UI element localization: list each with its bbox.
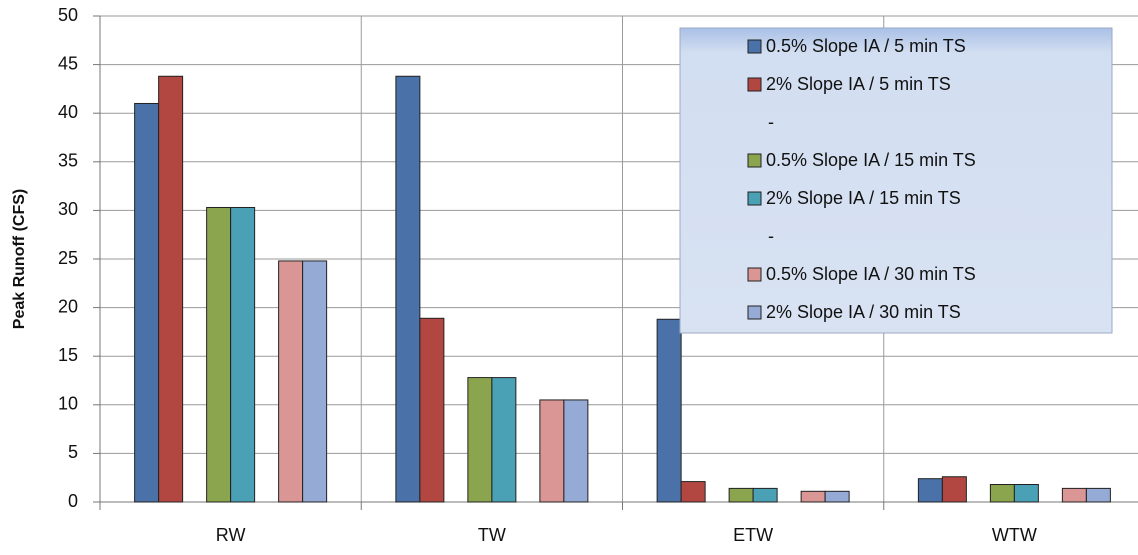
bar: [491, 377, 517, 503]
legend-swatch: [747, 39, 762, 54]
y-tick-label: 45: [58, 53, 78, 73]
bar: [1013, 484, 1039, 503]
legend-label: 2% Slope IA / 30 min TS: [766, 302, 961, 322]
bar: [395, 75, 421, 503]
y-axis-label: Peak Runoff (CFS): [11, 189, 28, 329]
y-tick-label: 20: [58, 296, 78, 316]
y-tick-label: 50: [58, 5, 78, 25]
bar: [656, 318, 682, 503]
bar: [278, 260, 304, 503]
bar: [989, 484, 1015, 503]
bar: [941, 476, 967, 503]
x-tick-label: WTW: [992, 525, 1037, 545]
bar: [824, 490, 850, 503]
bar: [206, 206, 232, 503]
bar: [467, 377, 493, 503]
x-tick-label: TW: [478, 525, 506, 545]
y-tick-label: 40: [58, 102, 78, 122]
legend-label: 2% Slope IA / 15 min TS: [766, 188, 961, 208]
x-tick-label: RW: [216, 525, 246, 545]
y-tick-label: 5: [68, 442, 78, 462]
legend-label: -: [768, 226, 774, 246]
bar: [800, 490, 826, 503]
legend-swatch: [747, 77, 762, 92]
bar: [230, 206, 256, 503]
bar: [680, 481, 706, 503]
legend-swatch: [747, 267, 762, 282]
legend-label: 0.5% Slope IA / 30 min TS: [766, 264, 976, 284]
bar: [158, 75, 184, 503]
bar: [1061, 487, 1087, 503]
bar: [302, 260, 328, 503]
bar: [1085, 487, 1111, 503]
y-tick-label: 25: [58, 248, 78, 268]
bar: [563, 399, 589, 503]
legend-label: -: [768, 112, 774, 132]
bar: [752, 487, 778, 503]
legend-swatch: [747, 305, 762, 320]
y-tick-label: 30: [58, 199, 78, 219]
bar: [419, 317, 445, 503]
legend-swatch: [747, 191, 762, 206]
legend-label: 0.5% Slope IA / 5 min TS: [766, 36, 966, 56]
bar: [134, 102, 160, 503]
legend-label: 0.5% Slope IA / 15 min TS: [766, 150, 976, 170]
bar: [539, 399, 565, 503]
y-tick-label: 0: [68, 491, 78, 511]
legend-swatch: [747, 153, 762, 168]
y-tick-label: 15: [58, 345, 78, 365]
y-tick-label: 35: [58, 151, 78, 171]
y-tick-label: 10: [58, 394, 78, 414]
x-tick-label: ETW: [733, 525, 773, 545]
bar: [728, 487, 754, 503]
legend-label: 2% Slope IA / 5 min TS: [766, 74, 951, 94]
bar: [917, 478, 943, 503]
